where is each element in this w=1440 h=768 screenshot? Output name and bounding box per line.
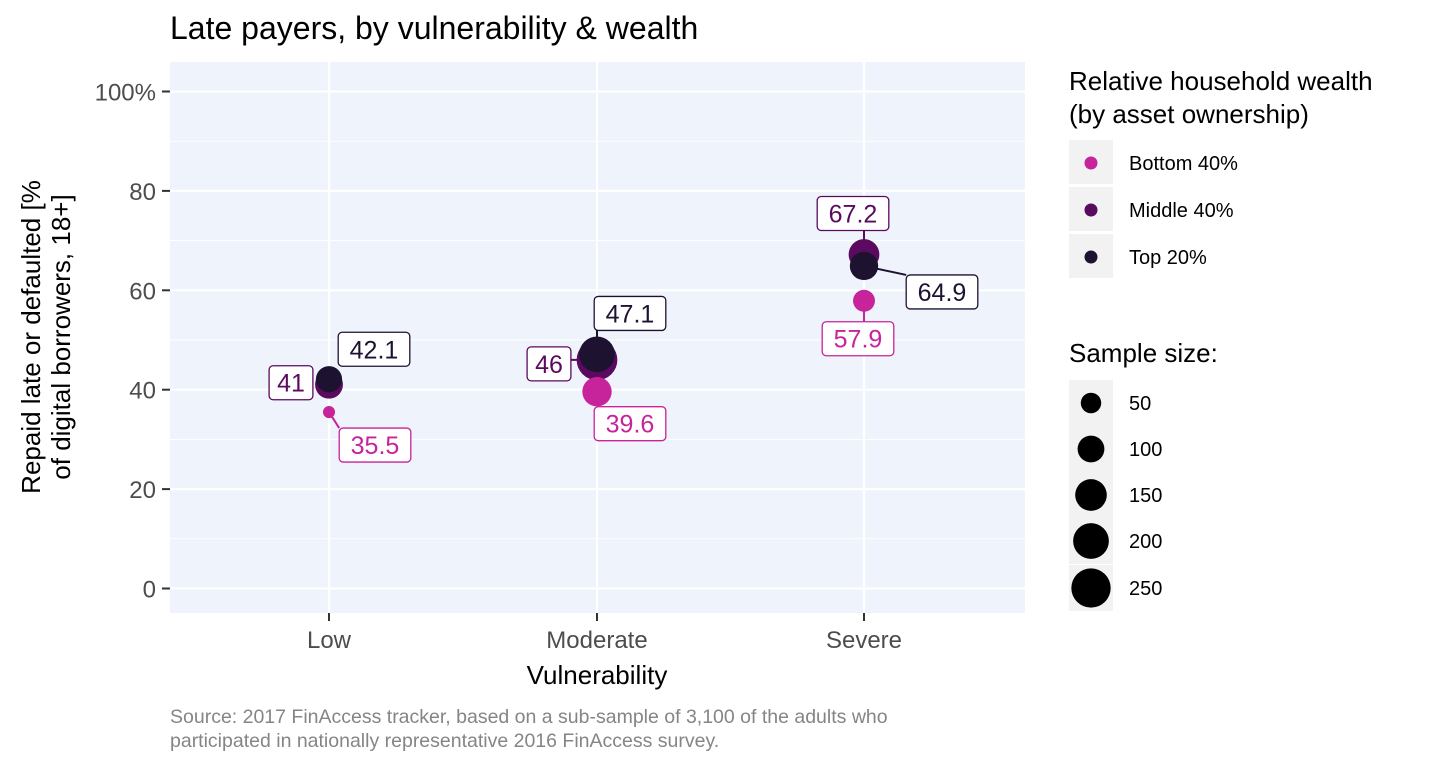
x-tick-label: Severe: [826, 627, 902, 654]
data-label-text: 67.2: [829, 201, 878, 229]
size-legend-item: 200: [1069, 518, 1162, 564]
data-label: 47.1: [593, 295, 667, 332]
y-tick-label: 80: [129, 179, 156, 206]
data-label-box: [338, 427, 412, 463]
point-top-20--severe: [849, 251, 879, 281]
legend-item: Bottom 40%: [1069, 140, 1238, 184]
legend-item: Middle 40%: [1069, 187, 1234, 231]
data-label: 39.6: [593, 406, 667, 442]
size-legend-item: 50: [1069, 380, 1151, 426]
point-top-20--moderate: [579, 336, 615, 373]
data-label: 57.9: [821, 321, 895, 357]
legend-label: Top 20%: [1129, 247, 1207, 269]
data-label-text: 64.9: [918, 279, 967, 307]
data-label: 67.2: [816, 195, 890, 232]
y-tick-label: 40: [129, 378, 156, 405]
size-legend-label: 100: [1129, 439, 1162, 461]
legend-item: Top 20%: [1069, 234, 1207, 278]
x-axis-title: Vulnerability: [527, 660, 668, 690]
data-label-box: [821, 321, 895, 357]
chart-title: Late payers, by vulnerability & wealth: [170, 10, 698, 46]
x-tick-label: Moderate: [546, 627, 647, 654]
data-label-box: [526, 346, 572, 382]
data-label-box: [816, 195, 890, 232]
data-label-box: [268, 365, 314, 401]
point-bottom-40--low: [322, 406, 336, 419]
size-key-dot: [1075, 479, 1107, 511]
data-label-text: 47.1: [606, 300, 655, 328]
y-axis-title: Repaid late or defaulted [%of digital bo…: [16, 180, 76, 494]
data-label-text: 57.9: [834, 326, 883, 354]
data-label-text: 35.5: [351, 432, 400, 460]
data-label: 64.9: [905, 274, 979, 310]
y-tick-label: 60: [129, 278, 156, 305]
data-points: [315, 239, 880, 419]
y-tick-label: 0: [143, 577, 156, 604]
legend-key-dot: [1084, 156, 1098, 170]
color-legend-title: Relative household wealth (by asset owner…: [1069, 66, 1373, 129]
size-legend-label: 200: [1129, 531, 1162, 553]
point-top-20--low: [315, 366, 343, 393]
size-legend-item: 100: [1069, 426, 1162, 472]
color-legend: Relative household wealth (by asset owner…: [1069, 66, 1373, 278]
data-label: 46: [526, 346, 572, 382]
data-label: 35.5: [338, 427, 412, 463]
size-legend-label: 50: [1129, 393, 1151, 415]
data-label-text: 41: [277, 370, 305, 398]
data-label-box: [593, 295, 667, 332]
size-key-dot: [1077, 435, 1105, 463]
legend-key-dot: [1084, 250, 1098, 264]
size-key-dot: [1071, 568, 1111, 608]
chart-caption: Source: 2017 FinAccess tracker, based on…: [170, 706, 888, 752]
point-bottom-40--moderate: [582, 377, 612, 407]
axis-ticks: 0 20 40 60 80 100% Low Moderate Severe: [95, 80, 902, 655]
data-label-text: 46: [535, 351, 563, 379]
data-label: 41: [268, 365, 314, 401]
legend-label: Middle 40%: [1129, 200, 1234, 222]
size-legend: Sample size: 50 100 150 200 250: [1069, 338, 1218, 611]
data-label-box: [905, 274, 979, 310]
data-label-text: 39.6: [606, 411, 655, 439]
size-key-dot: [1073, 523, 1109, 559]
point-bottom-40--severe: [853, 289, 875, 312]
legend-label: Bottom 40%: [1129, 153, 1238, 175]
size-legend-item: 250: [1069, 565, 1162, 611]
data-label-text: 42.1: [350, 336, 399, 364]
size-legend-label: 250: [1129, 578, 1162, 600]
data-label-box: [593, 406, 667, 442]
size-legend-title: Sample size:: [1069, 338, 1218, 368]
data-label-box: [337, 331, 411, 367]
y-tick-label: 100%: [95, 80, 156, 107]
y-tick-label: 20: [129, 477, 156, 504]
data-label: 42.1: [337, 331, 411, 367]
data-labels: 35.5 39.6 57.9 41 46 67.2 42.1 47.1 64.9: [268, 195, 979, 463]
legend-key-dot: [1084, 203, 1098, 217]
x-tick-label: Low: [307, 627, 352, 654]
size-key-dot: [1080, 392, 1102, 414]
size-legend-item: 150: [1069, 472, 1162, 518]
size-legend-label: 150: [1129, 485, 1162, 507]
